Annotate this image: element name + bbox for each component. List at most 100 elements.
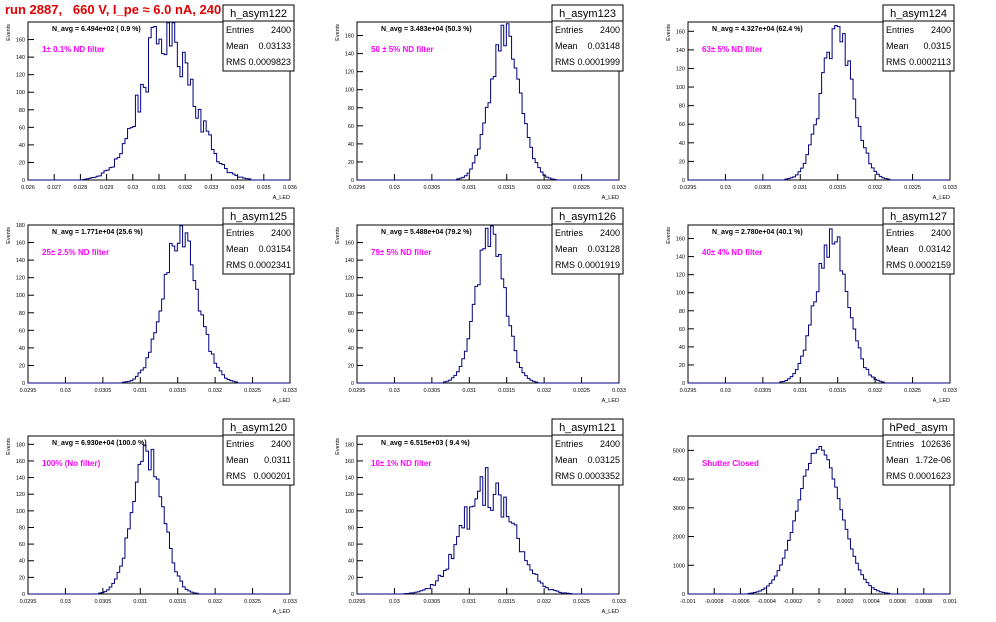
- stats-value: 2400: [271, 439, 291, 449]
- x-tick-label: 0.0325: [244, 388, 261, 394]
- x-tick-label: -0.0002: [783, 599, 802, 605]
- stats-key: Mean: [886, 455, 909, 465]
- y-tick-label: 140: [676, 255, 685, 261]
- stats-value: 0.0003352: [577, 471, 620, 481]
- x-tick-label: 0.0315: [829, 388, 846, 394]
- y-tick-label: 140: [16, 258, 25, 264]
- histogram-panel-h_asym120: 0 20 40 60 80 100 120 140 160 180 0.0295 0.03 0.0305…: [6, 418, 297, 615]
- x-axis: 0.0295 0.03 0.0305 0.031 0.0315 0.032 0.0325 0.…: [349, 588, 626, 605]
- x-tick-label: 0.0325: [904, 388, 921, 394]
- y-tick-label: 40: [19, 559, 25, 565]
- x-tick-label: -0.0008: [705, 599, 724, 605]
- y-tick-label: 120: [16, 492, 25, 498]
- x-tick-label: 0.031: [133, 599, 147, 605]
- y-tick-label: 20: [348, 575, 354, 581]
- y-tick-label: 140: [16, 476, 25, 482]
- y-axis-label: Events: [666, 24, 672, 41]
- stats-box-frame: [882, 207, 955, 275]
- y-tick-label: 140: [345, 476, 354, 482]
- n-avg-label: N_avg = 1.771e+04 (25.6 %): [52, 229, 143, 236]
- x-tick-label: 0.03: [389, 599, 400, 605]
- x-tick-label: 0.0325: [244, 599, 261, 605]
- x-tick-label: 0.0305: [423, 599, 440, 605]
- stats-key: Mean: [226, 455, 249, 465]
- x-tick-label: 0.028: [74, 185, 88, 191]
- stats-value: 0.000201: [253, 471, 291, 481]
- y-axis-label: Events: [335, 227, 341, 244]
- stats-value: 0.0002113: [909, 57, 951, 67]
- y-tick-label: 100: [676, 85, 685, 91]
- x-tick-label: 0.03: [389, 388, 400, 394]
- y-tick-label: 20: [19, 160, 25, 166]
- x-tick-label: 0.03: [127, 185, 138, 191]
- x-tick-label: 0.0325: [573, 599, 590, 605]
- stats-box-frame: [551, 207, 624, 275]
- x-tick-label: 0.0295: [20, 599, 37, 605]
- x-tick-label: 0.032: [208, 388, 222, 394]
- y-tick-label: 180: [16, 223, 25, 229]
- stats-value: 0.0002159: [908, 260, 951, 270]
- x-axis: 0.0295 0.03 0.0305 0.031 0.0315 0.032 0.0325 0.…: [680, 174, 957, 191]
- x-axis: 0.026 0.027 0.028 0.029 0.03 0.031 0.032 0.033 0…: [21, 174, 297, 191]
- y-tick-label: 180: [16, 442, 25, 448]
- x-tick-label: 0.0315: [498, 388, 515, 394]
- n-avg-label: N_avg = 6.930e+04 (100.0 %): [52, 440, 147, 447]
- stats-value: 0.0001919: [577, 260, 620, 270]
- x-tick-label: 0.0325: [904, 185, 921, 191]
- stats-value: 0.03128: [587, 244, 620, 254]
- stats-box: h_asym124 Entries 2400 Mean 0.0315 RMS 0.00021…: [882, 4, 955, 72]
- n-avg-label: N_avg = 4.327e+04 (62.4 %): [712, 26, 803, 33]
- stats-key: Mean: [886, 244, 909, 254]
- y-tick-label: 0: [682, 381, 685, 387]
- y-tick-label: 80: [19, 108, 25, 114]
- filter-label: Shutter Closed: [702, 459, 759, 468]
- stats-box-frame: [222, 4, 295, 72]
- stats-box-frame: [551, 4, 624, 72]
- y-tick-label: 60: [679, 122, 685, 128]
- x-tick-label: -0.0006: [731, 599, 750, 605]
- x-tick-label: 0.032: [868, 388, 882, 394]
- stats-key: Entries: [886, 25, 915, 35]
- x-tick-label: 0.0315: [498, 185, 515, 191]
- histogram-line: [357, 225, 619, 384]
- x-tick-label: 0.032: [178, 185, 192, 191]
- y-axis: 0 20 40 60 80 100 120 140 160: [676, 237, 694, 387]
- filter-label: 63± 5% ND filter: [702, 45, 762, 54]
- y-tick-label: 20: [679, 159, 685, 165]
- x-tick-label: 0.031: [462, 599, 476, 605]
- x-tick-label: 0.001: [943, 599, 957, 605]
- y-tick-label: 20: [348, 363, 354, 369]
- y-axis: 0 20 40 60 80 100 120 140 160: [16, 38, 34, 184]
- stats-value: 2400: [600, 228, 620, 238]
- stats-title: h_asym124: [890, 8, 947, 20]
- x-tick-label: 0.0325: [573, 388, 590, 394]
- x-tick-label: 0.0305: [94, 599, 111, 605]
- stats-value: 0.0001623: [908, 471, 951, 481]
- y-axis-label: Events: [666, 227, 672, 244]
- stats-key: RMS: [555, 57, 575, 67]
- x-tick-label: 0.0295: [680, 388, 697, 394]
- stats-value: 2400: [271, 228, 291, 238]
- x-tick-label: 0.03: [389, 185, 400, 191]
- stats-box-frame: [882, 4, 955, 72]
- x-axis: 0.0295 0.03 0.0305 0.031 0.0315 0.032 0.0325 0.…: [349, 377, 626, 394]
- stats-value: 2400: [931, 228, 951, 238]
- x-tick-label: 0.03: [720, 185, 731, 191]
- histogram-line: [28, 444, 290, 595]
- stats-key: RMS: [226, 471, 246, 481]
- y-tick-label: 100: [16, 90, 25, 96]
- y-tick-label: 160: [345, 459, 354, 465]
- y-tick-label: 60: [348, 542, 354, 548]
- y-tick-label: 80: [679, 309, 685, 315]
- stats-title: h_asym122: [230, 8, 287, 20]
- y-tick-label: 60: [679, 327, 685, 333]
- x-tick-label: 0.03: [60, 599, 71, 605]
- n-avg-label: N_avg = 6.515e+03 ( 9.4 %): [381, 440, 470, 447]
- y-tick-label: 40: [348, 346, 354, 352]
- y-axis-label: Events: [6, 438, 12, 455]
- stats-key: RMS: [886, 57, 906, 67]
- y-tick-label: 60: [348, 124, 354, 130]
- x-tick-label: 0.034: [231, 185, 245, 191]
- n-avg-label: N_avg = 6.494e+02 ( 0.9 %): [52, 26, 141, 33]
